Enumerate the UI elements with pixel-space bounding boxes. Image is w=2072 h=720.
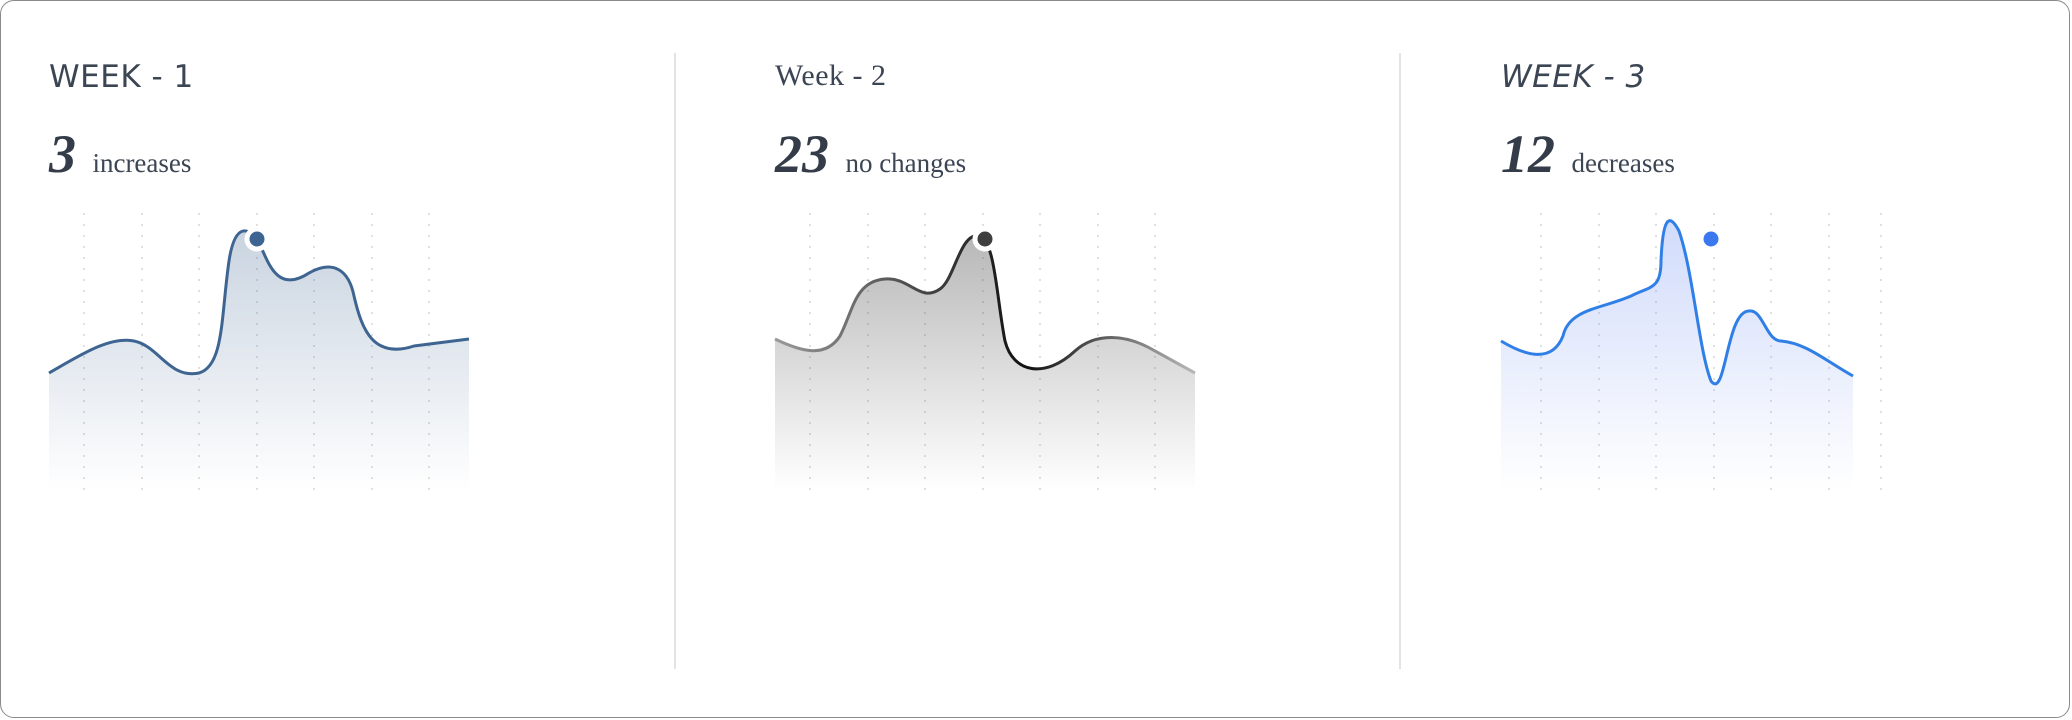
week-2-line [774, 234, 1196, 375]
week-3-stat: 12 decreases [1501, 123, 1675, 185]
week-3-area [1501, 220, 1853, 491]
week-1-count: 3 [49, 124, 76, 184]
week-3-change-label: decreases [1571, 148, 1675, 178]
week-3-marker-dot[interactable] [1698, 226, 1724, 252]
panel-divider-2 [1399, 53, 1401, 669]
week-3-count: 12 [1501, 124, 1555, 184]
week-3-title: WEEK - 3 [1501, 59, 1646, 95]
week-2-area [775, 235, 1195, 491]
week-3-line [1500, 219, 1854, 386]
week-2-title: Week - 2 [775, 59, 887, 92]
week-2-count: 23 [775, 124, 829, 184]
week-1-change-label: increases [92, 148, 192, 178]
week-2-sparkline-chart [774, 213, 1196, 491]
week-1-panel: WEEK - 1 3 increases [48, 1, 609, 717]
panel-divider-1 [674, 53, 676, 669]
week-1-line [48, 229, 470, 376]
week-3-sparkline-chart [1500, 213, 1882, 491]
week-2-stat: 23 no changes [775, 123, 966, 185]
week-2-change-label: no changes [845, 148, 967, 178]
week-1-area [49, 230, 469, 491]
week-3-panel: WEEK - 3 12 decreases [1500, 1, 2061, 717]
week-2-panel: Week - 2 23 no changes [774, 1, 1335, 717]
week-2-marker-dot[interactable] [972, 226, 998, 252]
week-1-sparkline-chart [48, 213, 470, 491]
week-1-title: WEEK - 1 [49, 59, 194, 95]
week-1-marker-dot[interactable] [244, 226, 270, 252]
week-1-stat: 3 increases [49, 123, 191, 185]
